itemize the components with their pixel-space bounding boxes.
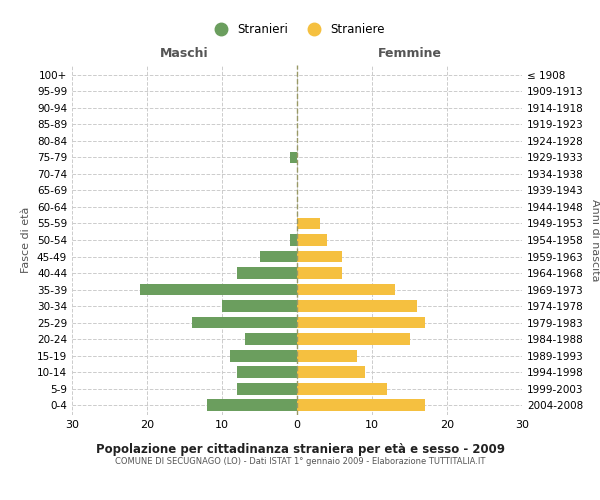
Legend: Stranieri, Straniere: Stranieri, Straniere xyxy=(204,18,390,41)
Bar xyxy=(297,250,342,262)
Bar xyxy=(297,366,365,378)
Bar xyxy=(290,152,297,164)
Bar xyxy=(297,267,342,279)
Bar xyxy=(297,284,395,296)
Bar xyxy=(207,399,297,411)
Bar xyxy=(297,382,387,394)
Bar xyxy=(260,250,297,262)
Bar xyxy=(229,350,297,362)
Bar xyxy=(290,234,297,246)
Bar xyxy=(222,300,297,312)
Text: COMUNE DI SECUGNAGO (LO) - Dati ISTAT 1° gennaio 2009 - Elaborazione TUTTITALIA.: COMUNE DI SECUGNAGO (LO) - Dati ISTAT 1°… xyxy=(115,458,485,466)
Bar xyxy=(245,333,297,345)
Bar xyxy=(297,300,417,312)
Bar xyxy=(297,399,425,411)
Bar xyxy=(192,316,297,328)
Text: Femmine: Femmine xyxy=(377,47,442,60)
Bar xyxy=(297,316,425,328)
Bar xyxy=(297,234,327,246)
Bar xyxy=(237,366,297,378)
Bar xyxy=(297,333,409,345)
Bar xyxy=(297,350,357,362)
Y-axis label: Anni di nascita: Anni di nascita xyxy=(590,198,600,281)
Bar xyxy=(139,284,297,296)
Text: Maschi: Maschi xyxy=(160,47,209,60)
Y-axis label: Fasce di età: Fasce di età xyxy=(22,207,31,273)
Bar xyxy=(297,218,320,230)
Bar xyxy=(237,267,297,279)
Text: Popolazione per cittadinanza straniera per età e sesso - 2009: Popolazione per cittadinanza straniera p… xyxy=(95,442,505,456)
Bar xyxy=(237,382,297,394)
